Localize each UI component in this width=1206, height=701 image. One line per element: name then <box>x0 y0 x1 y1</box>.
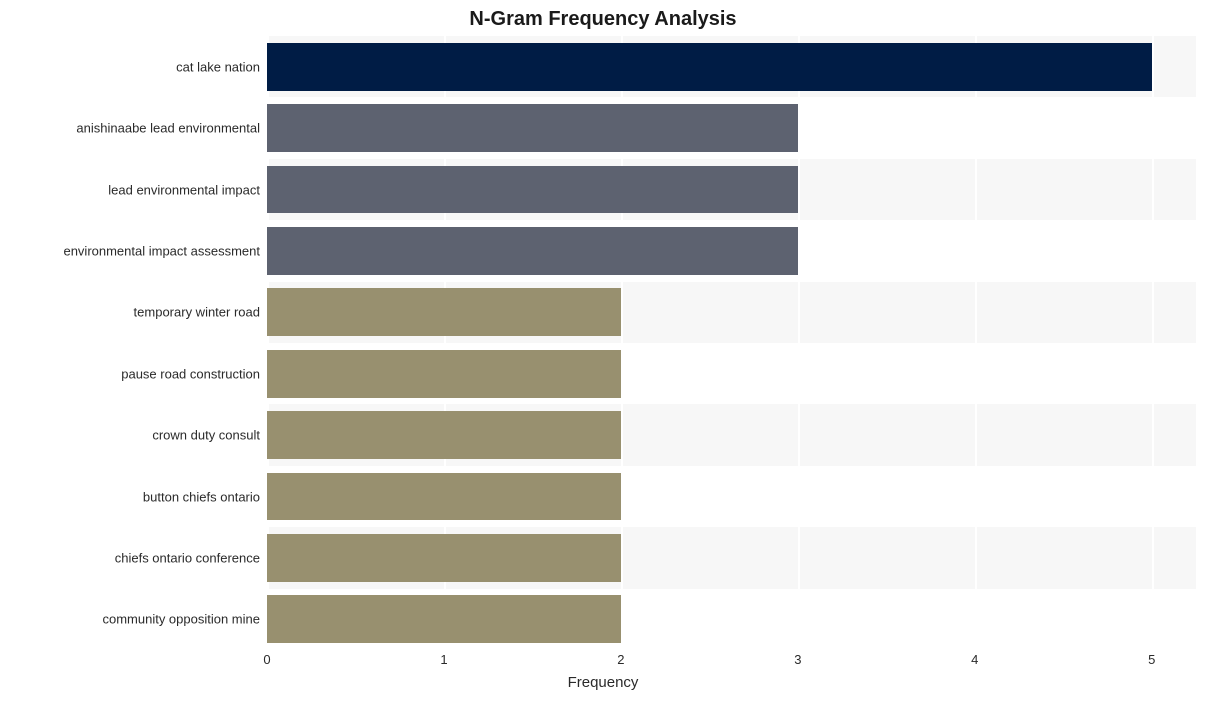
x-axis-label: Frequency <box>0 674 1206 691</box>
y-tick-label: pause road construction <box>121 366 260 381</box>
y-tick-label: crown duty consult <box>152 428 260 443</box>
bar <box>267 411 621 459</box>
y-tick-label: cat lake nation <box>176 59 260 74</box>
bar <box>267 166 798 214</box>
y-tick-label: chiefs ontario conference <box>115 550 260 565</box>
y-tick-label: temporary winter road <box>134 305 260 320</box>
bar <box>267 473 621 521</box>
bar <box>267 534 621 582</box>
x-tick-label: 5 <box>1148 652 1155 667</box>
y-tick-label: lead environmental impact <box>108 182 260 197</box>
y-tick-label: community opposition mine <box>102 612 260 627</box>
y-axis-labels: cat lake nation anishinaabe lead environm… <box>0 36 260 650</box>
plot-area <box>267 36 1196 650</box>
y-tick-label: environmental impact assessment <box>63 243 260 258</box>
x-tick-label: 2 <box>617 652 624 667</box>
y-tick-label: anishinaabe lead environmental <box>76 121 260 136</box>
bar <box>267 350 621 398</box>
bar <box>267 227 798 275</box>
bars-group <box>267 36 1196 650</box>
x-tick-label: 4 <box>971 652 978 667</box>
chart-container: N-Gram Frequency Analysis cat lake natio… <box>0 0 1206 701</box>
bar <box>267 43 1152 91</box>
bar <box>267 595 621 643</box>
y-tick-label: button chiefs ontario <box>143 489 260 504</box>
x-tick-label: 3 <box>794 652 801 667</box>
bar <box>267 288 621 336</box>
x-tick-label: 1 <box>440 652 447 667</box>
chart-title: N-Gram Frequency Analysis <box>0 8 1206 31</box>
x-axis-ticks: 012345 <box>267 650 1196 670</box>
bar <box>267 104 798 152</box>
x-tick-label: 0 <box>263 652 270 667</box>
